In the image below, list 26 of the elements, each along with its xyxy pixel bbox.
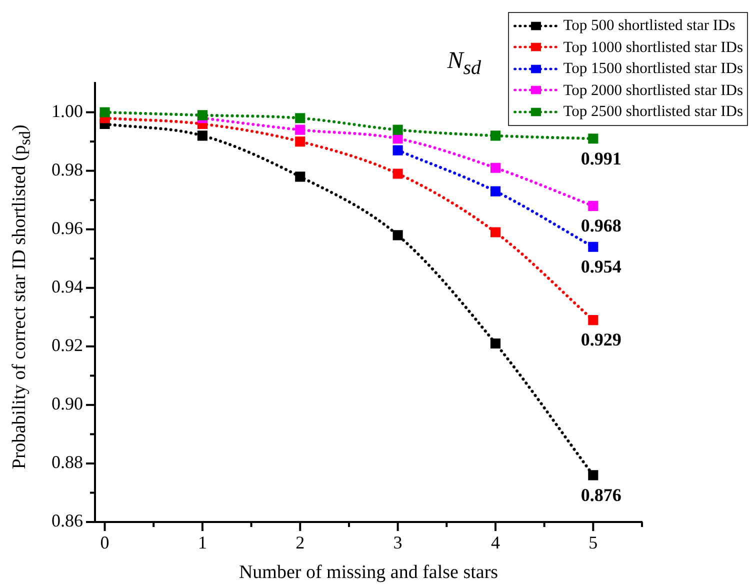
y-tick-label: 0.94	[52, 276, 83, 297]
legend-title: N$_{sd}$	[447, 48, 481, 80]
legend-label: Top 2000 shortlisted star IDs	[563, 80, 743, 100]
data-label: 0.968	[580, 216, 622, 236]
data-label: 0.954	[580, 256, 622, 277]
legend-label: Top 500 shortlisted star IDs	[563, 16, 736, 36]
y-tick-label: 0.96	[52, 218, 83, 238]
y-tick-label: 1.00	[52, 101, 83, 121]
data-label: 0.876	[580, 484, 622, 505]
y-tick-label: 0.90	[52, 394, 83, 414]
y-tick-label: 0.92	[52, 335, 83, 356]
legend-label: Top 1000 shortlisted star IDs	[563, 38, 743, 58]
legend-label: Top 1500 shortlisted star IDs	[563, 59, 743, 79]
x-tick-label: 1	[198, 532, 207, 553]
y-tick-label: 0.86	[52, 510, 83, 531]
data-label: 0.991	[580, 148, 622, 168]
x-tick-label: 5	[588, 532, 598, 553]
x-tick-label: 2	[296, 532, 305, 553]
x-axis-title: Number of missing and false stars	[238, 562, 500, 584]
x-tick-label: 0	[100, 532, 110, 553]
legend-label: Top 2500 shortlisted star IDs	[563, 102, 743, 122]
x-tick-label: 4	[490, 532, 500, 553]
data-label: 0.929	[580, 330, 622, 350]
y-tick-label: 0.88	[52, 452, 83, 472]
y-tick-label: 0.98	[52, 160, 83, 180]
x-tick-label: 3	[393, 532, 402, 553]
